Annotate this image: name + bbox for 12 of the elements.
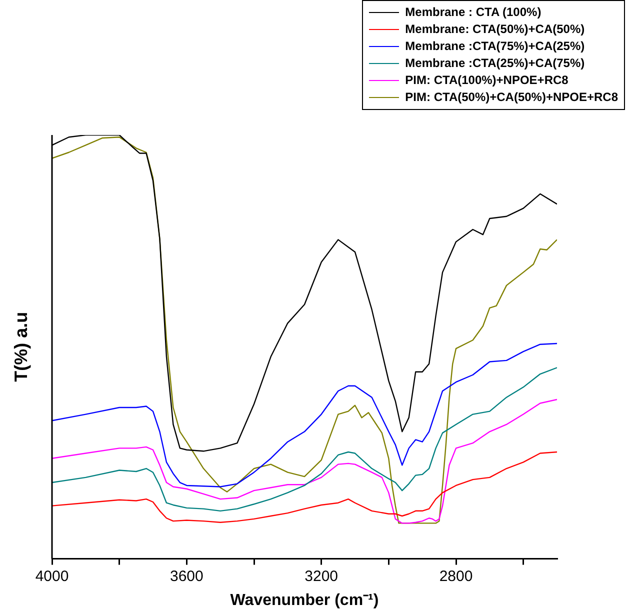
x-tick-label: 3600 <box>170 568 204 585</box>
x-tick-label: 4000 <box>35 568 69 585</box>
legend-label: Membrane :CTA(75%)+CA(25%) <box>405 38 585 55</box>
legend-label: Membrane : CTA (100%) <box>405 4 542 21</box>
x-axis-title: Wavenumber (cm⁻¹) <box>230 592 379 609</box>
legend-label: Membrane: CTA(50%)+CA(50%) <box>405 21 585 38</box>
legend-label: PIM: CTA(100%)+NPOE+RC8 <box>405 72 568 89</box>
x-tick-label: 2800 <box>439 568 473 585</box>
x-tick-label: 3200 <box>304 568 338 585</box>
legend-label: Membrane :CTA(25%)+CA(75%) <box>405 55 585 72</box>
y-axis-title: T(%) a.u <box>10 312 31 382</box>
legend-label: PIM: CTA(50%)+CA(50%)+NPOE+RC8 <box>405 89 618 106</box>
